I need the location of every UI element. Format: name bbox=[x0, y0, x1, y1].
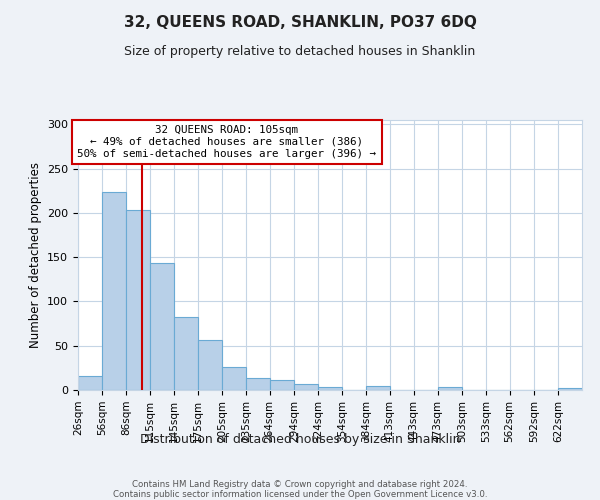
Bar bbox=[198, 340, 222, 390]
Bar bbox=[558, 388, 582, 390]
Bar bbox=[127, 210, 149, 390]
Text: 32 QUEENS ROAD: 105sqm
← 49% of detached houses are smaller (386)
50% of semi-de: 32 QUEENS ROAD: 105sqm ← 49% of detached… bbox=[77, 126, 376, 158]
Bar bbox=[318, 388, 342, 390]
Text: Contains public sector information licensed under the Open Government Licence v3: Contains public sector information licen… bbox=[113, 490, 487, 499]
Bar bbox=[149, 262, 174, 390]
Bar bbox=[102, 192, 127, 390]
Text: Size of property relative to detached houses in Shanklin: Size of property relative to detached ho… bbox=[124, 45, 476, 58]
Bar bbox=[294, 384, 318, 390]
Text: Distribution of detached houses by size in Shanklin: Distribution of detached houses by size … bbox=[140, 432, 460, 446]
Text: 32, QUEENS ROAD, SHANKLIN, PO37 6DQ: 32, QUEENS ROAD, SHANKLIN, PO37 6DQ bbox=[124, 15, 476, 30]
Bar bbox=[174, 318, 198, 390]
Bar bbox=[222, 367, 246, 390]
Bar bbox=[246, 378, 269, 390]
Bar bbox=[366, 386, 389, 390]
Text: Contains HM Land Registry data © Crown copyright and database right 2024.: Contains HM Land Registry data © Crown c… bbox=[132, 480, 468, 489]
Bar bbox=[269, 380, 294, 390]
Bar bbox=[78, 376, 102, 390]
Bar bbox=[438, 388, 462, 390]
Y-axis label: Number of detached properties: Number of detached properties bbox=[29, 162, 41, 348]
